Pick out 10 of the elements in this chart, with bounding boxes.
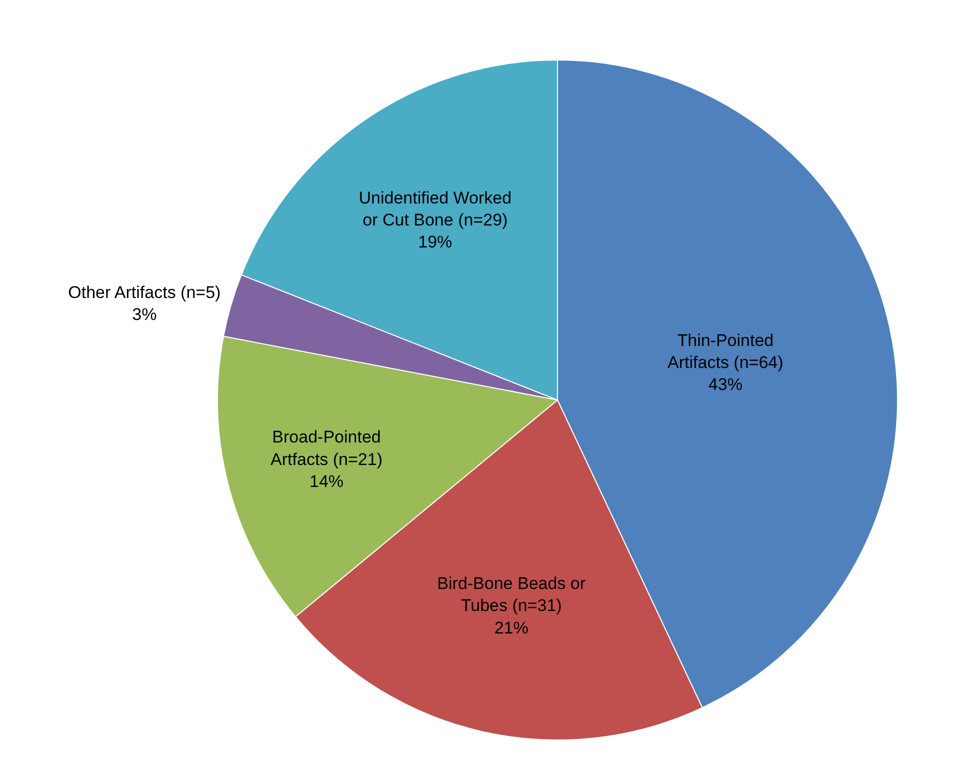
slice-label: Bird-Bone Beads or Tubes (n=31) xyxy=(437,574,586,616)
data-label: 21% xyxy=(494,618,528,638)
slice-label: Broad-Pointed Artfacts (n=21) xyxy=(270,428,383,469)
slice-label: Unidentified Worked or Cut Bone (n=29) xyxy=(358,188,512,230)
data-label: 43% xyxy=(708,375,742,394)
slice-label: Thin-Pointed Artifacts (n=64) xyxy=(668,330,784,372)
slice-label: Other Artifacts (n=5) xyxy=(68,282,221,302)
data-label: 14% xyxy=(310,472,344,491)
data-label: 3% xyxy=(132,305,157,324)
data-label: 19% xyxy=(418,232,452,252)
